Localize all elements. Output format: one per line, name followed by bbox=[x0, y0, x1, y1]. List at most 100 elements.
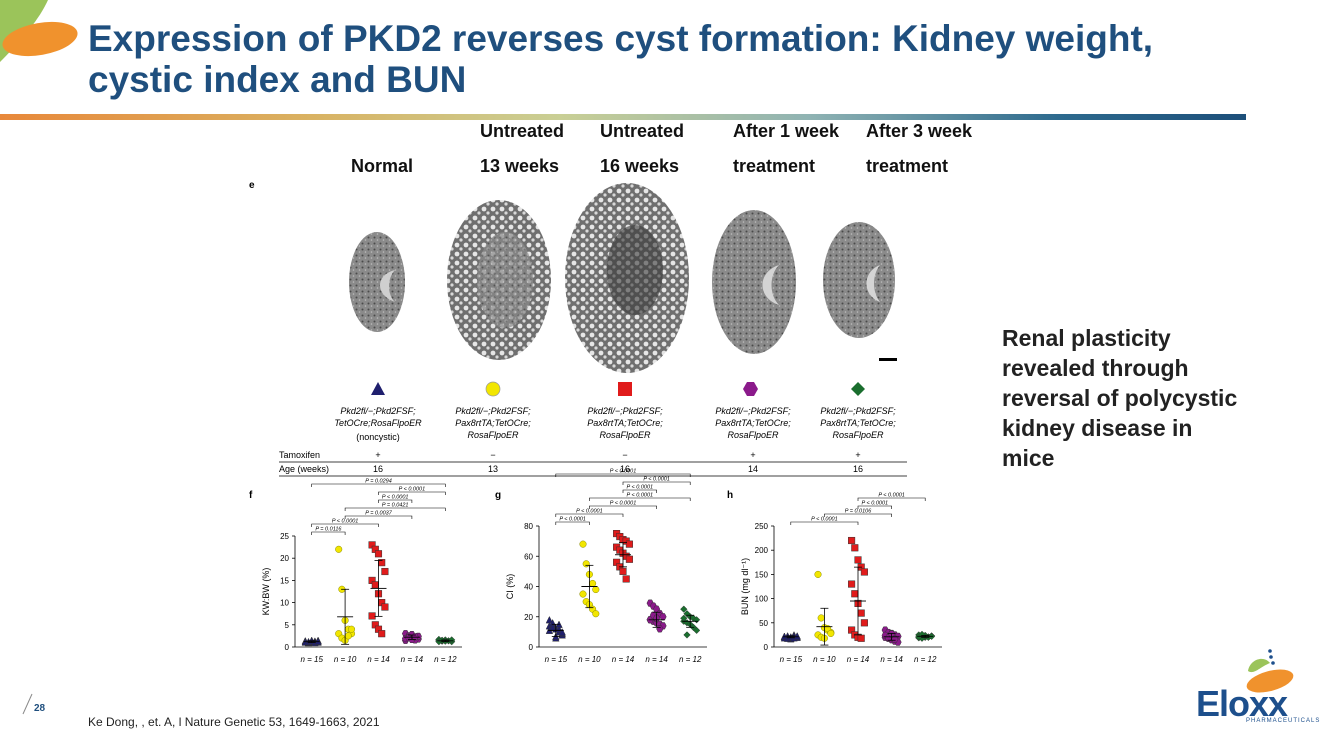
chart-h-x-tick-label: n = 10 bbox=[813, 655, 836, 664]
chart-f-data-point bbox=[374, 550, 383, 558]
chart-h-data-point bbox=[854, 556, 862, 564]
chart-g-data-point bbox=[692, 616, 701, 624]
chart-f-x-tick-label: n = 14 bbox=[367, 655, 390, 664]
chart-g-p-value-label: P < 0.0001 bbox=[610, 501, 637, 507]
genotype-untreated-16-line1: Pkd2fl/−;Pkd2FSF; bbox=[587, 406, 663, 416]
chart-g-y-tick-label: 20 bbox=[524, 613, 533, 622]
chart-g-p-value-label: P < 0.0001 bbox=[627, 493, 654, 499]
chart-h-p-value-label: P < 0.0001 bbox=[862, 501, 889, 507]
chart-g-y-tick-label: 40 bbox=[524, 583, 533, 592]
chart-f-y-tick-label: 25 bbox=[280, 532, 289, 541]
chart-h-data-point bbox=[857, 609, 865, 617]
side-summary-text: Renal plasticity revealed through revers… bbox=[1002, 325, 1238, 471]
chart-h-p-value-label: P < 0.0001 bbox=[878, 493, 905, 499]
tamoxifen-value: − bbox=[490, 450, 495, 460]
chart-g-data-point bbox=[592, 585, 600, 594]
column-header-untreated-13: Untreated 13 weeks bbox=[480, 114, 564, 184]
panel-f-label: f bbox=[249, 490, 253, 501]
genotype-normal-line2: TetOCre;RosaFlpoER bbox=[334, 418, 422, 428]
chart-g-p-value-label: P < 0.0001 bbox=[610, 469, 637, 475]
chart-f-significance-bracket bbox=[311, 523, 379, 527]
chart-f-p-value-label: P < 0.0001 bbox=[332, 519, 359, 525]
chart-g-data-point bbox=[625, 540, 633, 548]
tamoxifen-value: + bbox=[375, 450, 380, 460]
chart-g-data-point bbox=[579, 540, 587, 548]
chart-g-data-point bbox=[589, 579, 597, 588]
treatment-table: Tamoxifen Age (weeks) + − − + + 16 13 16… bbox=[279, 450, 907, 477]
chart-f-y-tick-label: 5 bbox=[285, 621, 290, 630]
chart-f-significance-bracket bbox=[378, 491, 446, 495]
column-header-line2: 16 weeks bbox=[600, 156, 680, 176]
kidney-section-after-1-week bbox=[712, 210, 796, 354]
genotype-after-1-week-line1: Pkd2fl/−;Pkd2FSF; bbox=[715, 406, 791, 416]
chart-h-x-tick-label: n = 15 bbox=[780, 655, 803, 664]
chart-f-x-tick-label: n = 15 bbox=[300, 655, 323, 664]
chart-f-data-point bbox=[378, 630, 386, 638]
kidney-section-normal bbox=[349, 232, 405, 332]
chart-f-p-value-label: P = 0.0037 bbox=[365, 511, 392, 517]
age-value: 16 bbox=[853, 464, 863, 474]
chart-g-data-point bbox=[592, 610, 600, 618]
scatter-charts: 0 5 10 15 20 25 KW:BW (%) n = 15 n = 10 n = 14 n =… bbox=[261, 469, 942, 664]
chart-h-y-tick-label: 150 bbox=[755, 570, 769, 579]
chart-h-significance-bracket bbox=[790, 521, 859, 525]
footer-reference: Ke Dong, , et. A, l Nature Genetic 53, 1… bbox=[88, 715, 380, 729]
chart-h-y-tick-label: 50 bbox=[759, 619, 768, 628]
untreated-16-square-marker bbox=[618, 382, 632, 396]
genotype-after-3-week-line1: Pkd2fl/−;Pkd2FSF; bbox=[820, 406, 896, 416]
chart-h-significance-bracket bbox=[824, 513, 892, 517]
column-header-after-3-week: After 3 week treatment bbox=[866, 114, 972, 184]
chart-h-data-point bbox=[857, 634, 865, 642]
column-header-line1: Untreated bbox=[480, 121, 565, 141]
chart-f-data-point bbox=[335, 545, 343, 553]
column-header-line2: treatment bbox=[733, 156, 816, 176]
column-header-after-1-week: After 1 week treatment bbox=[733, 114, 839, 184]
genotype-untreated-13-line2: Pax8rtTA;TetOCre; bbox=[455, 418, 531, 428]
chart-f-data-point bbox=[371, 581, 379, 589]
panel-h-label: h bbox=[727, 490, 733, 501]
chart-f-p-value-label: P = 0.0421 bbox=[382, 503, 409, 509]
genotype-after-1-week-line3: RosaFlpoER bbox=[727, 430, 779, 440]
column-header-line1 bbox=[351, 114, 413, 149]
panel-g-label: g bbox=[495, 490, 501, 501]
chart-h-p-value-label: P < 0.0001 bbox=[811, 517, 838, 523]
chart-f-data-point bbox=[368, 612, 376, 620]
kidney-section-after-3-week bbox=[823, 222, 895, 338]
column-header-line2: treatment bbox=[866, 156, 949, 176]
column-header-untreated-16: Untreated 16 weeks bbox=[600, 114, 684, 184]
chart-g-p-value-label: P < 0.0001 bbox=[643, 477, 670, 483]
chart-h-significance-bracket bbox=[857, 497, 926, 501]
page-slash-mark bbox=[22, 693, 33, 715]
chart-f-p-value-label: P < 0.0001 bbox=[382, 495, 409, 501]
chart-f-y-tick-label: 10 bbox=[280, 599, 289, 608]
chart-h-data-point bbox=[848, 536, 856, 545]
column-header-line1: After 1 week bbox=[733, 121, 840, 141]
chart-f-y-tick-label: 0 bbox=[285, 643, 290, 652]
chart-g-data-point bbox=[579, 590, 587, 598]
normal-triangle-marker bbox=[371, 382, 385, 395]
chart-g-x-tick-label: n = 14 bbox=[645, 655, 668, 664]
eloxx-logo-subtitle: PHARMACEUTICALS bbox=[1246, 718, 1321, 724]
chart-h-x-tick-label: n = 14 bbox=[880, 655, 903, 664]
chart-f-significance-bracket bbox=[378, 499, 413, 503]
column-header-line1: After 3 week bbox=[866, 121, 973, 141]
chart-f-significance-bracket bbox=[311, 531, 346, 535]
chart-g-data-point bbox=[582, 560, 590, 568]
chart-h-significance-bracket bbox=[857, 505, 892, 509]
chart-f-p-value-label: P < 0.0001 bbox=[399, 487, 426, 493]
chart-g-significance-bracket bbox=[589, 497, 691, 501]
panel-e-label: e bbox=[249, 180, 255, 191]
after-1-week-hexagon-marker bbox=[743, 382, 758, 396]
slide-title: Expression of PKD2 reverses cyst formati… bbox=[88, 18, 1154, 100]
age-row-label: Age (weeks) bbox=[279, 464, 329, 474]
chart-g-data-point bbox=[683, 631, 691, 639]
scale-bar bbox=[879, 358, 897, 361]
chart-h-data-point bbox=[860, 619, 868, 627]
chart-f-p-value-label: P = 0.0294 bbox=[365, 479, 392, 485]
chart-g-y-tick-label: 0 bbox=[529, 643, 534, 652]
chart-g-significance-bracket bbox=[555, 473, 691, 477]
genotype-untreated-16-line2: Pax8rtTA;TetOCre; bbox=[587, 418, 663, 428]
chart-f-x-tick-label: n = 10 bbox=[334, 655, 357, 664]
genotype-untreated-13-line3: RosaFlpoER bbox=[467, 430, 519, 440]
chart-f-x-tick-label: n = 14 bbox=[401, 655, 424, 664]
